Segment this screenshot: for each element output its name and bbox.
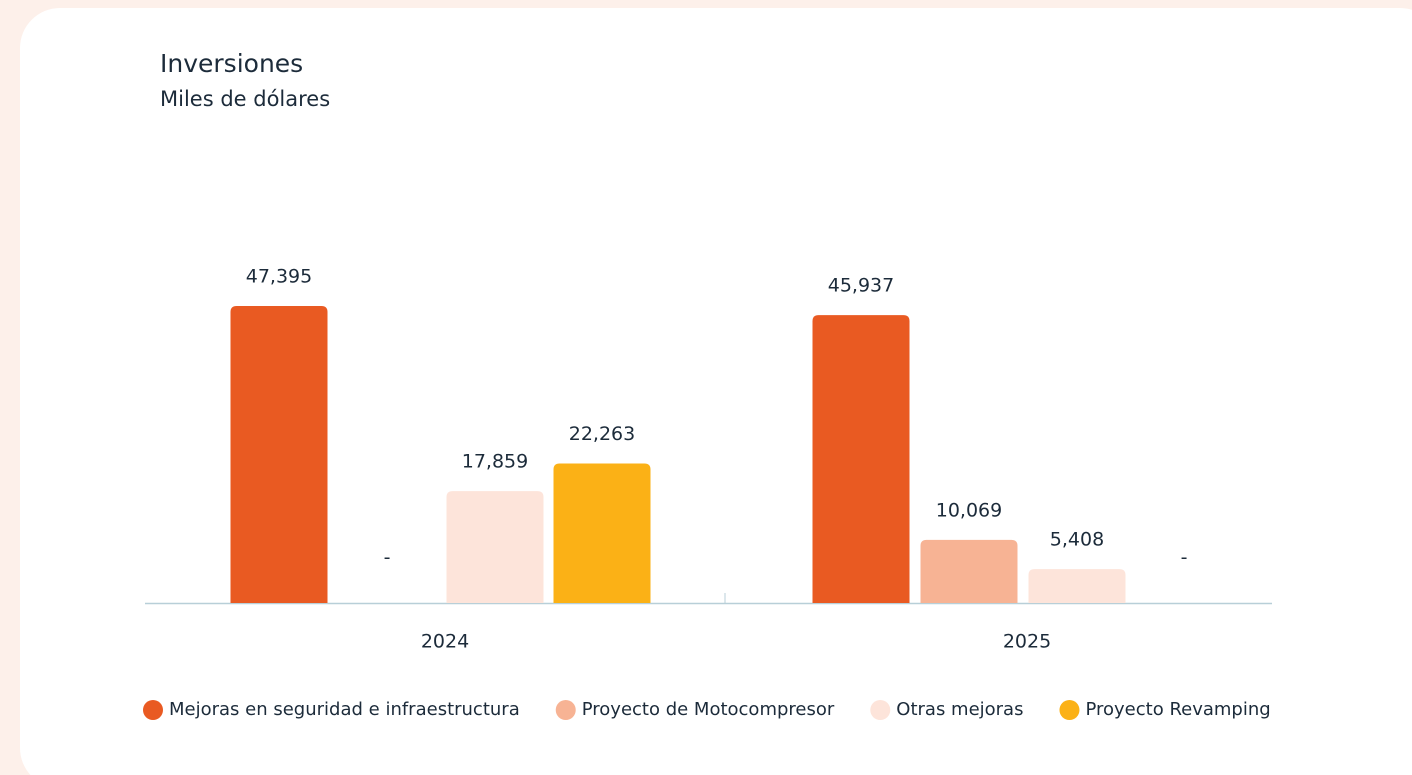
value-label: 47,395: [246, 266, 312, 288]
chart-subtitle: Miles de dólares: [160, 87, 330, 111]
legend-label: Proyecto Revamping: [1085, 699, 1270, 720]
chart-title: Inversiones: [160, 49, 303, 78]
x-tick-label: 2025: [1003, 631, 1051, 653]
legend-label: Otras mejoras: [896, 699, 1023, 720]
bar: [446, 491, 544, 603]
value-label: 22,263: [569, 423, 635, 445]
legend-label: Mejoras en seguridad e infraestructura: [169, 699, 520, 720]
bar: [553, 463, 651, 603]
bar: [920, 539, 1018, 603]
value-label: 17,859: [462, 451, 528, 473]
value-label: 5,408: [1050, 529, 1104, 551]
x-tick-label: 2024: [421, 631, 469, 653]
value-label: -: [1181, 547, 1188, 569]
card: [20, 8, 1412, 775]
legend-swatch: [1059, 700, 1080, 720]
value-label: 45,937: [828, 275, 894, 297]
legend-swatch: [870, 700, 891, 720]
bar: [812, 315, 910, 603]
value-label: -: [384, 547, 391, 569]
bar: [1028, 569, 1126, 603]
bar: [230, 306, 328, 603]
legend-label: Proyecto de Motocompresor: [582, 699, 835, 720]
value-label: 10,069: [936, 499, 1002, 521]
legend-swatch: [143, 700, 163, 720]
legend-swatch: [555, 700, 576, 720]
